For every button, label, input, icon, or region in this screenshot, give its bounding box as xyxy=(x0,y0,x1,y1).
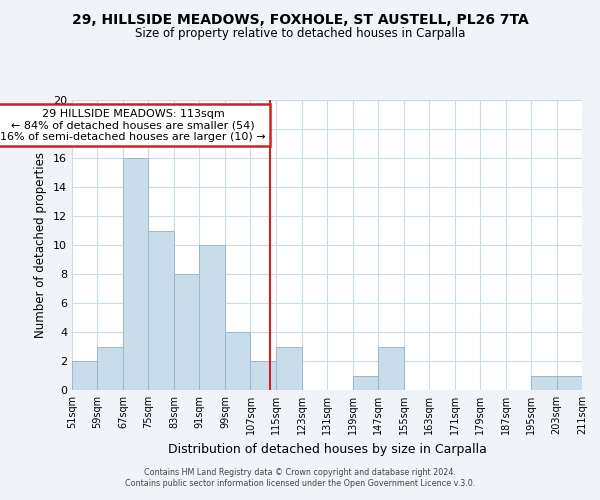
Bar xyxy=(123,158,148,390)
Bar xyxy=(72,361,97,390)
Bar xyxy=(557,376,582,390)
Bar xyxy=(251,361,276,390)
Bar xyxy=(97,346,123,390)
Bar xyxy=(148,230,174,390)
Bar xyxy=(199,245,225,390)
Y-axis label: Number of detached properties: Number of detached properties xyxy=(34,152,47,338)
Bar xyxy=(378,346,404,390)
Text: 29 HILLSIDE MEADOWS: 113sqm
← 84% of detached houses are smaller (54)
16% of sem: 29 HILLSIDE MEADOWS: 113sqm ← 84% of det… xyxy=(1,108,266,142)
Text: Contains HM Land Registry data © Crown copyright and database right 2024.
Contai: Contains HM Land Registry data © Crown c… xyxy=(125,468,475,487)
X-axis label: Distribution of detached houses by size in Carpalla: Distribution of detached houses by size … xyxy=(167,442,487,456)
Bar xyxy=(276,346,302,390)
Text: 29, HILLSIDE MEADOWS, FOXHOLE, ST AUSTELL, PL26 7TA: 29, HILLSIDE MEADOWS, FOXHOLE, ST AUSTEL… xyxy=(71,12,529,26)
Bar xyxy=(174,274,199,390)
Bar xyxy=(531,376,557,390)
Text: Size of property relative to detached houses in Carpalla: Size of property relative to detached ho… xyxy=(135,28,465,40)
Bar xyxy=(353,376,378,390)
Bar xyxy=(225,332,251,390)
